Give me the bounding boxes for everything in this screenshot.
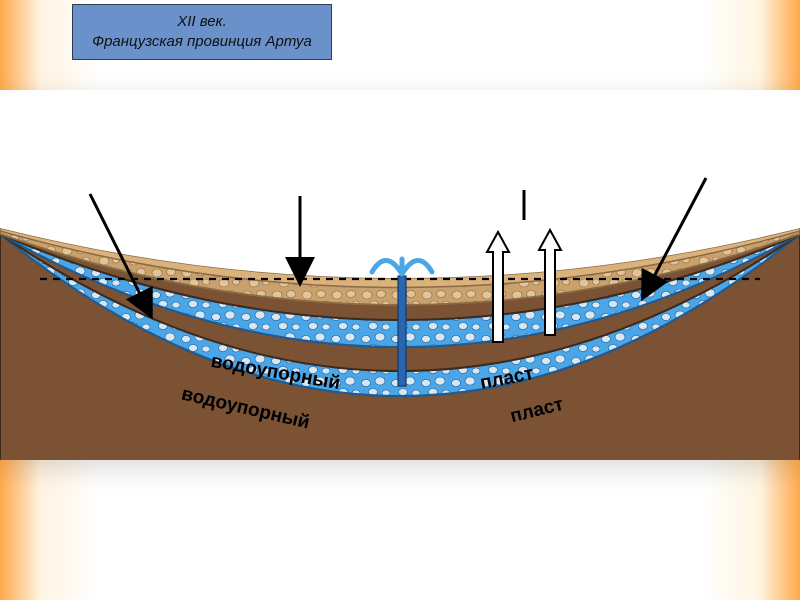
title-box: XII век. Французская провинция Артуа (72, 4, 332, 60)
slide: XII век. Французская провинция Артуа меж… (0, 0, 800, 600)
cross-section-svg (0, 90, 800, 460)
artesian-diagram: межпластовые воды уровень межпластовых в… (0, 90, 800, 460)
title-line-1: XII век. (177, 12, 227, 32)
title-line-2: Французская провинция Артуа (92, 32, 312, 52)
